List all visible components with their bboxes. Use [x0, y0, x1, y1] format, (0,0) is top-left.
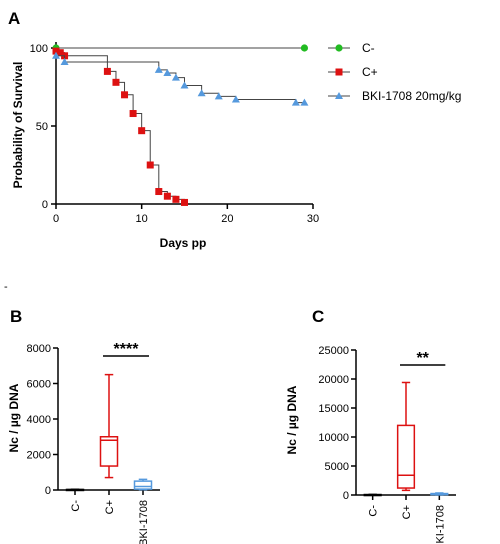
box-c-y-tick-label: 5000 — [325, 461, 349, 473]
survival-point — [146, 161, 154, 169]
survival-point — [231, 95, 240, 103]
legend-marker — [335, 92, 343, 99]
survival-x-axis-label: Days pp — [160, 236, 207, 250]
box-b-box-bki-1708 — [133, 478, 153, 491]
survival-point — [197, 89, 206, 97]
box-b-y-tick-label: 6000 — [27, 379, 51, 391]
survival-x-tick-label: 20 — [221, 213, 233, 225]
survival-x-tick-label: 10 — [136, 213, 148, 225]
box-b-y-tick-label: 2000 — [27, 450, 51, 462]
legend-entry: C+ — [328, 65, 378, 79]
box-b-y-tick-label: 0 — [45, 485, 51, 497]
survival-step-line — [56, 55, 305, 104]
survival-series-c-minus — [52, 44, 309, 52]
box-iqr — [99, 436, 119, 467]
box-c-y-axis-label: Nc / µg DNA — [285, 385, 299, 454]
legend-label: C- — [362, 41, 375, 55]
survival-x-tick-label: 30 — [307, 213, 319, 225]
survival-point — [163, 192, 171, 200]
survival-y-tick-label: 50 — [36, 121, 48, 133]
box-chart-c: Nc / µg DNA 0 5000 10000 15000 20000 25000 C- C… — [285, 345, 456, 544]
survival-point — [180, 81, 189, 89]
box-c-box-c-minus — [363, 493, 382, 497]
survival-point — [172, 195, 180, 203]
box-b-y-tick-label: 4000 — [27, 414, 51, 426]
survival-point — [154, 65, 163, 73]
box-b-box-c-minus — [65, 488, 85, 492]
box-c-y-tick-label: 10000 — [318, 432, 349, 444]
panel-label-a: A — [8, 9, 20, 28]
box-b-box-c-plus — [99, 373, 119, 479]
box-c-y-tick-label: 20000 — [318, 374, 349, 386]
survival-y-tick-label: 0 — [42, 199, 48, 211]
survival-point — [163, 68, 172, 76]
box-c-x-tick-label: C- — [368, 505, 380, 517]
box-c-y-tick-label: 25000 — [318, 345, 349, 357]
box-iqr — [133, 480, 153, 490]
survival-y-axis-label: Probability of Survival — [11, 62, 25, 189]
box-b-x-tick-label: C- — [70, 500, 82, 512]
survival-point — [181, 198, 188, 206]
legend-label: BKI-1708 20mg/kg — [362, 89, 461, 103]
box-iqr — [396, 424, 416, 489]
legend-entry: C- — [328, 41, 375, 55]
survival-point — [155, 188, 163, 196]
survival-point — [112, 78, 120, 86]
survival-point — [60, 58, 69, 66]
panel-label-c: C — [312, 307, 324, 326]
legend-marker — [335, 68, 343, 76]
box-c-x-tick-label: C+ — [401, 505, 413, 519]
box-c-box-c-plus — [396, 381, 416, 492]
box-c-y-tick-label: 0 — [343, 490, 349, 502]
box-c-box-bki-1708 — [430, 492, 449, 496]
legend-marker — [335, 44, 343, 52]
survival-point — [52, 51, 60, 59]
survival-point — [138, 127, 146, 135]
box-c-x-tick-label: BKI-1708 — [434, 505, 446, 544]
box-b-y-tick-label: 8000 — [27, 343, 51, 355]
box-b-significance-label: **** — [114, 341, 140, 358]
survival-x-tick-label: 0 — [53, 213, 59, 225]
survival-point — [103, 67, 111, 75]
box-b-y-axis-label: Nc / µg DNA — [7, 383, 21, 452]
box-c-significance-label: ** — [416, 350, 429, 367]
survival-point — [129, 110, 137, 118]
legend-label: C+ — [362, 65, 378, 79]
panel-label-b: B — [10, 307, 22, 326]
survival-point — [56, 49, 64, 57]
stray-mark: - — [4, 281, 8, 293]
survival-point — [171, 73, 180, 81]
box-c-y-tick-label: 15000 — [318, 403, 349, 415]
survival-point — [121, 91, 129, 99]
survival-point — [300, 44, 309, 52]
box-b-x-tick-label: C+ — [104, 500, 116, 514]
survival-point — [52, 47, 60, 55]
box-b-x-tick-label: BKI-1708 — [138, 500, 150, 544]
survival-series-bki-1708 — [52, 51, 309, 106]
survival-point — [214, 92, 223, 100]
survival-chart: Probability of Survival Days pp 0 50 100 0 1… — [11, 41, 461, 250]
legend-entry: BKI-1708 20mg/kg — [328, 89, 461, 103]
survival-point — [291, 98, 300, 106]
box-chart-b: Nc / µg DNA 0 2000 4000 6000 8000 C- C+ BKI-170… — [7, 341, 160, 544]
survival-point — [300, 98, 309, 106]
survival-y-tick-label: 100 — [30, 43, 48, 55]
